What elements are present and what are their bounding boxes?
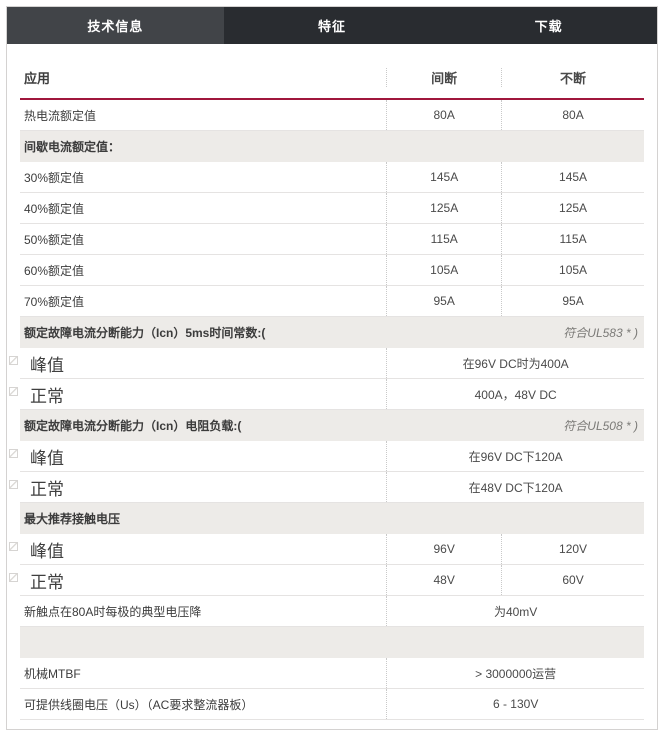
table-header-row: 应用 间断 不断	[20, 56, 644, 100]
row-label: 70%额定值	[24, 294, 85, 309]
table-row: 新触点在80A时每极的典型电压降 为40mV	[20, 596, 644, 627]
table-row: 30%额定值 145A 145A	[20, 162, 644, 193]
table-row: 40%额定值 125A 125A	[20, 193, 644, 224]
section-row: 最大推荐接触电压	[20, 503, 644, 534]
table-row: 正常 在48V DC下120A	[9, 472, 644, 503]
broken-image-icon	[9, 387, 18, 396]
row-label: 60%额定值	[24, 263, 85, 278]
table-row: 热电流额定值 80A 80A	[20, 100, 644, 131]
cell-value-continuous: 95A	[501, 286, 644, 316]
cell-value-continuous: 125A	[501, 193, 644, 223]
row-label: 峰值	[30, 448, 64, 468]
cell-value-intermittent: 105A	[386, 255, 501, 285]
cell-value-intermittent: 95A	[386, 286, 501, 316]
table-row: 峰值 96V 120V	[9, 534, 644, 565]
broken-image-icon	[9, 573, 18, 582]
tab-downloads[interactable]: 下载	[534, 19, 563, 34]
table-row: 70%额定值 95A 95A	[20, 286, 644, 317]
section-label: 间歇电流额定值：	[24, 140, 121, 154]
section-standard-note	[386, 627, 644, 658]
header-intermittent: 间断	[386, 67, 501, 87]
cell-value-continuous: 105A	[501, 255, 644, 285]
table-row: 峰值 在96V DC下120A	[9, 441, 644, 472]
cell-value-continuous: 120V	[501, 534, 644, 564]
table-row: 正常 400A，48V DC	[9, 379, 644, 410]
cell-value-intermittent: 48V	[386, 565, 501, 595]
header-application: 应用	[24, 70, 51, 86]
cell-value-continuous: 145A	[501, 162, 644, 192]
row-label: 40%额定值	[24, 201, 85, 216]
table-row: 正常 48V 60V	[9, 565, 644, 596]
section-row	[20, 627, 644, 658]
section-row: 额定故障电流分断能力（Icn）5ms时间常数:( 符合UL583 * )	[20, 317, 644, 348]
cell-value-span: 400A，48V DC	[386, 379, 644, 409]
section-label: 额定故障电流分断能力（Icn）电阻负载:(	[24, 419, 242, 433]
cell-value-span: 在48V DC下120A	[386, 472, 644, 502]
row-label: 机械MTBF	[24, 666, 81, 681]
section-label: 额定故障电流分断能力（Icn）5ms时间常数:(	[24, 326, 266, 340]
cell-value-span: 为40mV	[386, 596, 644, 626]
table-row: 机械MTBF > 3000000运营	[20, 658, 644, 689]
content-area: 应用 间断 不断 热电流额定值 80A 80A 间歇电流额定值： 30%额定值 145A 1…	[7, 44, 657, 728]
row-label: 峰值	[30, 541, 64, 561]
section-standard-note: 符合UL583 * )	[563, 326, 638, 340]
section-standard-note: 符合UL508 * )	[563, 419, 638, 433]
row-label: 正常	[30, 386, 64, 406]
broken-image-icon	[9, 542, 18, 551]
row-label: 正常	[30, 572, 64, 592]
table-row: 50%额定值 115A 115A	[20, 224, 644, 255]
cell-value-span: 在96V DC下120A	[386, 441, 644, 471]
row-label: 热电流额定值	[24, 108, 97, 123]
section-row: 额定故障电流分断能力（Icn）电阻负载:( 符合UL508 * )	[20, 410, 644, 441]
row-label: 30%额定值	[24, 170, 85, 185]
row-label: 正常	[30, 479, 64, 499]
header-continuous: 不断	[501, 67, 644, 87]
spec-table-body: 热电流额定值 80A 80A 间歇电流额定值： 30%额定值 145A 145A 40%额定值…	[9, 100, 644, 720]
section-label	[20, 627, 386, 658]
row-label: 50%额定值	[24, 232, 85, 247]
tab-features[interactable]: 特征	[318, 19, 347, 34]
row-label: 可提供线圈电压（Us）（AC要求整流器板）	[24, 697, 254, 712]
table-row: 可提供线圈电压（Us）（AC要求整流器板） 6 - 130V	[20, 689, 644, 720]
spec-table: 应用 间断 不断 热电流额定值 80A 80A 间歇电流额定值： 30%额定值 145A 1…	[9, 56, 644, 720]
broken-image-icon	[9, 480, 18, 489]
broken-image-icon	[9, 356, 18, 365]
row-label: 峰值	[30, 355, 64, 375]
tab-technical-info[interactable]: 技术信息	[7, 7, 224, 44]
cell-value-continuous: 115A	[501, 224, 644, 254]
spec-page: 技术信息 特征 下载 应用 间断 不断 热电流额定值 80A 80A 间歇电流额定值： 30…	[6, 6, 658, 730]
section-standard-note	[386, 131, 644, 162]
table-row: 60%额定值 105A 105A	[20, 255, 644, 286]
section-label: 最大推荐接触电压	[24, 512, 121, 526]
cell-value-intermittent: 125A	[386, 193, 501, 223]
section-standard-note	[386, 503, 644, 534]
cell-value-intermittent: 96V	[386, 534, 501, 564]
table-row: 峰值 在96V DC时为400A	[9, 348, 644, 379]
section-row: 间歇电流额定值：	[20, 131, 644, 162]
cell-value-span: > 3000000运营	[386, 658, 644, 688]
broken-image-icon	[9, 449, 18, 458]
row-label: 新触点在80A时每极的典型电压降	[24, 604, 202, 619]
tab-bar: 技术信息 特征 下载	[7, 7, 657, 44]
cell-value-span: 6 - 130V	[386, 689, 644, 719]
cell-value-intermittent: 115A	[386, 224, 501, 254]
cell-value-intermittent: 145A	[386, 162, 501, 192]
cell-value-span: 在96V DC时为400A	[386, 348, 644, 378]
cell-value-continuous: 60V	[501, 565, 644, 595]
cell-value-intermittent: 80A	[386, 100, 501, 130]
cell-value-continuous: 80A	[501, 100, 644, 130]
